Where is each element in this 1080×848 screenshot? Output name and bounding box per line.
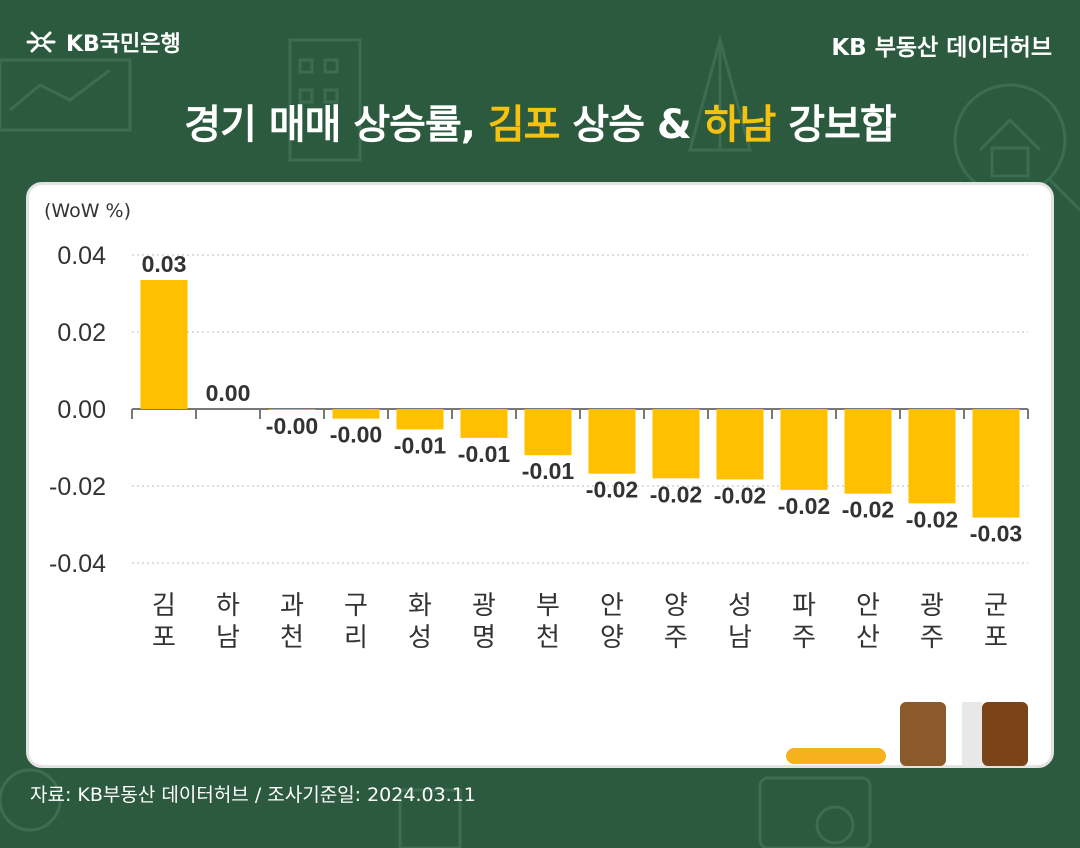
logo-text: KB국민은행 [66, 32, 181, 57]
bar [588, 409, 636, 474]
title-highlight-hanam: 하남 [703, 102, 777, 148]
bar [268, 409, 316, 410]
y-tick-label: -0.04 [49, 550, 106, 578]
decor-block-brown [900, 702, 946, 766]
data-hub-label: KB 부동산 데이터허브 [831, 35, 1052, 61]
bar [332, 409, 380, 419]
data-label: 0.00 [206, 380, 251, 406]
bar [780, 409, 828, 490]
data-label: -0.00 [266, 413, 318, 439]
decor-block-gray [962, 702, 982, 766]
data-label: -0.02 [906, 506, 958, 532]
decor-pill [786, 748, 886, 764]
bar [460, 409, 508, 438]
decor-block-dark-brown [982, 702, 1028, 766]
bar [524, 409, 572, 456]
bar [396, 409, 444, 430]
y-tick-label: -0.02 [49, 473, 106, 501]
kb-bank-logo: KB국민은행 [24, 26, 181, 58]
kb-star-icon [26, 31, 56, 53]
data-label: -0.01 [394, 432, 447, 458]
bar [652, 409, 700, 479]
data-label: -0.00 [330, 422, 382, 448]
data-label: -0.01 [522, 458, 575, 484]
data-label: -0.02 [714, 482, 766, 508]
title-highlight-gimpo: 김포 [487, 102, 561, 148]
bar [844, 409, 892, 494]
data-label: -0.02 [842, 497, 894, 523]
bar [716, 409, 764, 480]
title-part3: 강보합 [775, 102, 896, 148]
source-footnote: 자료: KB부동산 데이터허브 / 조사기준일: 2024.03.11 [30, 784, 476, 806]
title-part1: 경기 매매 상승률, [184, 102, 488, 148]
data-label: 0.03 [142, 251, 187, 277]
data-label: -0.02 [586, 477, 638, 503]
y-tick-label: 0.04 [57, 242, 106, 270]
title-part2: 상승 & [559, 102, 704, 148]
bar [972, 409, 1020, 518]
bar [140, 280, 188, 409]
data-label: -0.01 [458, 441, 511, 467]
page-title: 경기 매매 상승률, 김포 상승 & 하남 강보합 [0, 92, 1080, 150]
data-label: -0.02 [778, 493, 830, 519]
bar [908, 409, 956, 504]
data-label: -0.02 [650, 481, 702, 507]
data-label: -0.03 [970, 521, 1022, 547]
y-tick-label: 0.00 [57, 396, 106, 424]
y-tick-label: 0.02 [57, 319, 106, 347]
y-unit-label: (WoW %) [44, 200, 132, 222]
